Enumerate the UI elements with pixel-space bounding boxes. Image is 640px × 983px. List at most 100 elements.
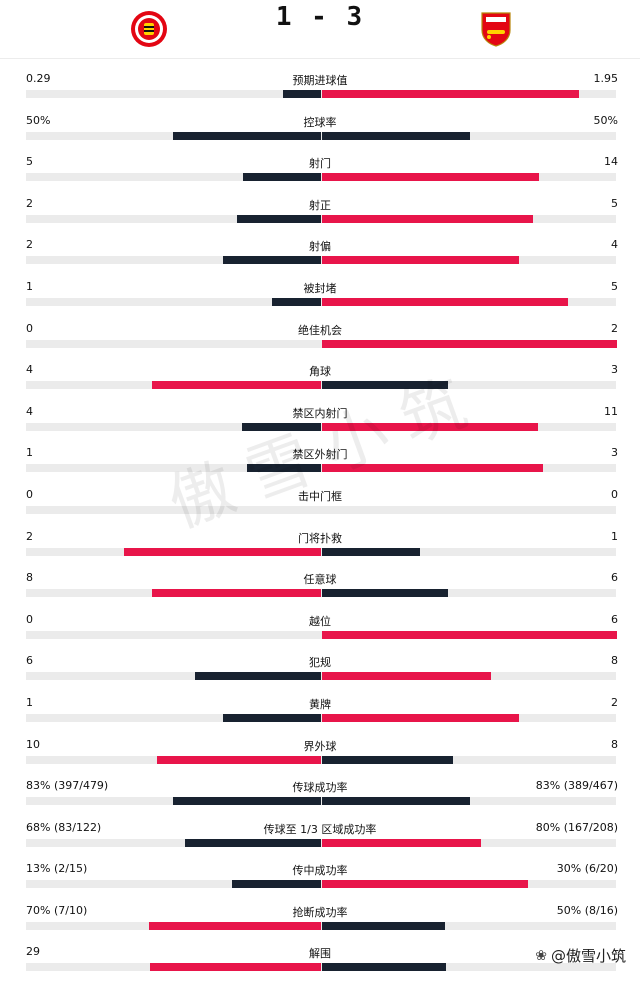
away-bar	[322, 547, 420, 556]
away-bar	[322, 464, 543, 473]
away-value: 83% (389/467)	[535, 779, 618, 793]
home-value: 13% (2/15)	[26, 862, 88, 876]
stat-track	[26, 131, 616, 140]
watermark-tag: ❀ @傲雪小筑	[535, 945, 626, 966]
stat-row: 83% (397/479) 传球成功率 83% (389/467)	[0, 775, 640, 817]
away-bar	[322, 381, 448, 390]
away-value: 8	[611, 737, 618, 751]
stat-row: 2 门将扑救 1	[0, 526, 640, 568]
away-bar	[322, 713, 519, 722]
away-value: 1	[611, 529, 618, 543]
home-value: 0	[26, 487, 33, 501]
stat-label: 控球率	[303, 115, 337, 129]
brentford-badge-icon	[131, 11, 167, 47]
away-value: 8	[611, 654, 618, 668]
home-value: 1	[26, 695, 33, 709]
away-value: 6	[611, 612, 618, 626]
home-value: 1	[26, 279, 33, 293]
stat-label: 传球成功率	[292, 781, 348, 795]
home-value: 4	[26, 404, 33, 418]
stat-label: 犯规	[309, 656, 331, 670]
home-bar	[223, 256, 321, 265]
stat-label: 传中成功率	[292, 864, 348, 878]
away-bar	[322, 797, 470, 806]
away-bar	[322, 921, 445, 930]
stat-label: 角球	[309, 365, 331, 379]
stat-label: 解围	[309, 947, 331, 961]
home-bar	[152, 381, 321, 390]
home-bar	[152, 589, 321, 598]
away-bar	[322, 963, 446, 972]
home-value: 0	[26, 612, 33, 626]
stat-track	[26, 838, 616, 847]
away-value: 6	[611, 571, 618, 585]
away-value: 0	[611, 487, 618, 501]
home-bar	[150, 963, 321, 972]
away-bar	[322, 880, 528, 889]
home-value: 10	[26, 737, 40, 751]
stat-track	[26, 214, 616, 223]
home-value: 70% (7/10)	[26, 903, 88, 917]
away-value: 11	[604, 404, 618, 418]
stat-track	[26, 90, 616, 98]
stat-track	[26, 422, 616, 431]
home-bar	[173, 797, 321, 806]
home-value: 2	[26, 238, 33, 252]
home-value: 5	[26, 155, 33, 169]
away-bar	[322, 630, 617, 639]
home-bar	[243, 173, 321, 182]
stat-track	[26, 880, 616, 889]
stat-label: 预期进球值	[292, 74, 348, 87]
away-bar	[322, 90, 579, 98]
away-value: 2	[611, 695, 618, 709]
stat-track	[26, 381, 616, 390]
home-value: 2	[26, 196, 33, 210]
stat-label: 黄牌	[309, 697, 331, 711]
away-value: 3	[611, 363, 618, 377]
stat-track	[26, 505, 616, 514]
stat-row: 5 射门 14	[0, 151, 640, 193]
away-value: 30% (6/20)	[556, 862, 618, 876]
stat-label: 门将扑救	[298, 531, 342, 545]
home-value: 68% (83/122)	[26, 820, 102, 834]
away-value: 5	[611, 279, 618, 293]
home-bar	[124, 547, 321, 556]
arsenal-badge-icon	[481, 12, 511, 47]
stat-label: 传球至 1/3 区域成功率	[263, 822, 377, 836]
stat-row: 1 禁区外射门 3	[0, 442, 640, 484]
stat-label: 射门	[309, 157, 331, 171]
paw-icon: ❀	[535, 947, 547, 964]
stat-row: 8 任意球 6	[0, 567, 640, 609]
stat-label: 界外球	[303, 739, 337, 753]
away-bar	[322, 131, 470, 140]
home-value: 1	[26, 446, 33, 460]
home-bar	[247, 464, 321, 473]
match-score: 1 - 3	[275, 2, 365, 32]
stat-row: 6 犯规 8	[0, 650, 640, 692]
away-value: 50%	[593, 113, 618, 127]
stat-row: 1 被封堵 5	[0, 276, 640, 318]
away-value: 80% (167/208)	[535, 820, 618, 834]
stat-track	[26, 464, 616, 473]
stat-row: 0 绝佳机会 2	[0, 318, 640, 360]
home-bar	[185, 838, 321, 847]
away-value: 14	[604, 155, 618, 169]
stat-row: 50% 控球率 50%	[0, 110, 640, 152]
home-bar	[223, 713, 321, 722]
away-value: 4	[611, 238, 618, 252]
home-bar	[173, 131, 321, 140]
away-bar	[322, 297, 568, 306]
away-bar	[322, 422, 538, 431]
stat-track	[26, 672, 616, 681]
home-bar	[232, 880, 321, 889]
stat-track	[26, 921, 616, 930]
stat-label: 被封堵	[303, 281, 337, 295]
stat-row: 13% (2/15) 传中成功率 30% (6/20)	[0, 858, 640, 900]
stat-track	[26, 630, 616, 639]
header-divider	[0, 58, 640, 59]
home-bar	[237, 214, 321, 223]
away-bar	[322, 256, 519, 265]
stats-list: 0.29 预期进球值 1.95 50% 控球率 50% 5 射门 14 2 射正 5 2 射偏 4 1 被封堵 5…	[0, 68, 640, 983]
stat-label: 禁区内射门	[292, 406, 348, 420]
stat-label: 禁区外射门	[292, 448, 348, 462]
